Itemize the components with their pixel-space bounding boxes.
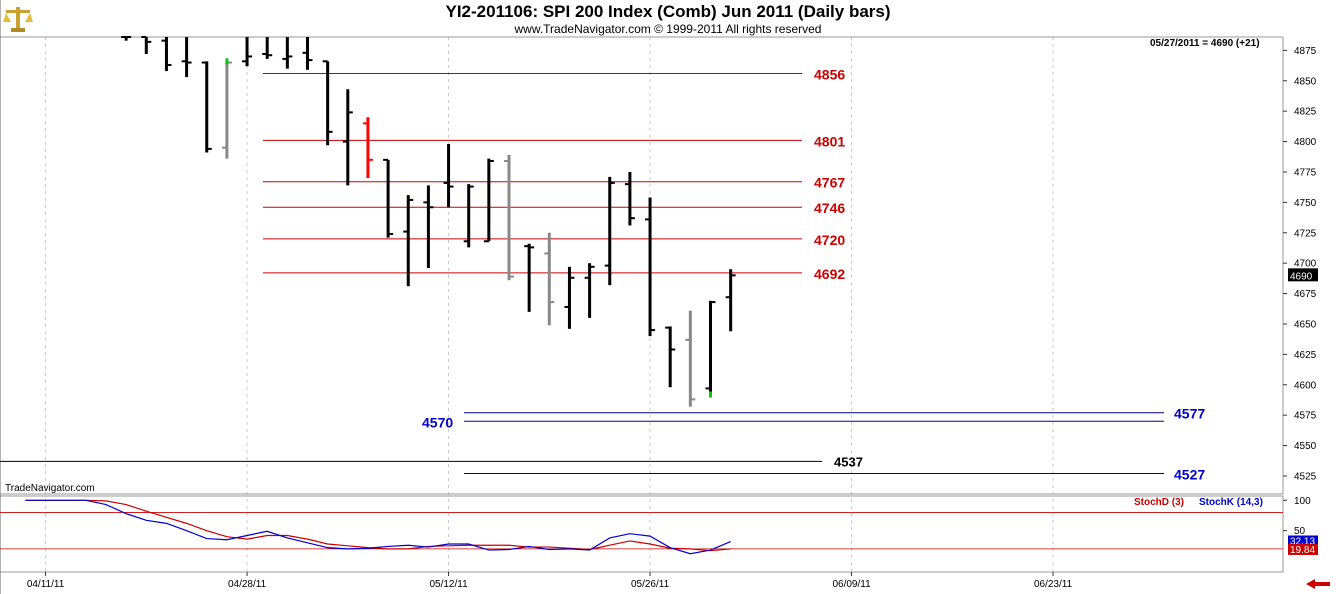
date-axis: 04/11/11 04/28/11 05/12/11 05/26/11 06/09/11… xyxy=(27,572,1073,590)
ohlc-bar xyxy=(282,37,293,69)
ohlc-bar xyxy=(564,266,575,329)
resistance-label: 4720 xyxy=(814,232,845,248)
y-tick-label: 4625 xyxy=(1294,350,1317,361)
ohlc-bar xyxy=(584,263,595,318)
y-tick-label: 4875 xyxy=(1294,46,1317,57)
support-label: 4570 xyxy=(422,414,453,430)
y-tick-label: 4750 xyxy=(1294,198,1317,209)
axes-frame xyxy=(0,0,1284,594)
y-tick-label: 4775 xyxy=(1294,167,1317,178)
x-tick-label: 05/26/11 xyxy=(631,579,670,590)
ohlc-bar xyxy=(665,326,676,388)
chart-title: YI2-201106: SPI 200 Index (Comb) Jun 201… xyxy=(445,2,891,21)
resistance-label: 4746 xyxy=(814,200,845,216)
stochk-line xyxy=(25,499,731,555)
black-level-label: 4537 xyxy=(834,454,863,469)
y-tick-label: 4650 xyxy=(1294,319,1317,330)
copyright-text: www.TradeNavigator.com © 1999-2011 All r… xyxy=(514,22,822,36)
y-tick-label: 4800 xyxy=(1294,137,1317,148)
ohlc-bar xyxy=(161,37,172,72)
support-label: 4527 xyxy=(1174,467,1205,483)
y-tick-label: 4575 xyxy=(1294,411,1317,422)
price-panel-frame xyxy=(0,36,1284,495)
ohlc-bar xyxy=(443,144,454,208)
stochd-value-flag xyxy=(1288,543,1318,555)
y-tick-label: 4525 xyxy=(1294,471,1317,482)
ohlc-bar xyxy=(544,232,555,326)
x-tick-label: 06/09/11 xyxy=(832,579,871,590)
scroll-left-icon[interactable] xyxy=(1306,579,1330,589)
ohlc-bar xyxy=(262,37,273,59)
stochk-value-label: 32.13 xyxy=(1290,536,1315,547)
green-marker xyxy=(709,391,712,398)
ohlc-bar xyxy=(383,158,394,238)
y-tick-label: 4675 xyxy=(1294,289,1317,300)
resistance-label: 4856 xyxy=(814,66,845,82)
y-tick-label: 4725 xyxy=(1294,228,1317,239)
ohlc-bar xyxy=(141,36,152,55)
ohlc-bar xyxy=(342,89,353,186)
stoch-y-tick-label: 100 xyxy=(1294,496,1311,507)
ohlc-bar xyxy=(403,195,414,287)
resistance-label: 4692 xyxy=(814,266,845,282)
x-tick-label: 06/23/11 xyxy=(1034,579,1073,590)
last-price-readout: 05/27/2011 = 4690 (+21) xyxy=(1150,38,1260,49)
y-tick-label: 4550 xyxy=(1294,441,1317,452)
stochd-value-label: 19.84 xyxy=(1290,545,1315,556)
ohlc-bar xyxy=(705,300,716,397)
ohlc-bar xyxy=(201,61,212,153)
ohlc-bar xyxy=(645,197,656,337)
y-tick-label: 4850 xyxy=(1294,76,1317,87)
support-label: 4577 xyxy=(1174,406,1205,422)
ohlc-bar xyxy=(362,117,373,179)
ohlc-bar xyxy=(604,176,615,286)
ohlc-bar xyxy=(302,37,313,70)
green-marker xyxy=(225,58,229,65)
y-tick-label: 4600 xyxy=(1294,380,1317,391)
ohlc-bar xyxy=(242,37,253,67)
watermark-text: TradeNavigator.com xyxy=(5,483,95,494)
resistance-label: 4801 xyxy=(814,133,845,149)
x-tick-label: 04/28/11 xyxy=(228,579,267,590)
x-tick-label: 05/12/11 xyxy=(429,579,468,590)
ohlc-bar xyxy=(181,37,192,78)
y-tick-label: 4700 xyxy=(1294,259,1317,270)
ohlc-bar xyxy=(685,310,696,407)
legend-stochd: StochD (3) xyxy=(1134,497,1184,508)
stoch-panel-frame xyxy=(0,495,1284,573)
scales-icon xyxy=(3,7,33,32)
price-levels: 4856 4801 4767 4746 4720 4692 4577 4570 4527 4537 xyxy=(0,66,1205,483)
ohlc-bar xyxy=(504,154,514,281)
ohlc-bar xyxy=(322,60,333,146)
ohlc-bar xyxy=(725,269,736,332)
ohlc-bar xyxy=(221,61,232,159)
ohlc-bar xyxy=(121,36,132,41)
stochd-line xyxy=(25,499,731,552)
y-tick-label: 4825 xyxy=(1294,107,1317,118)
legend-stochk: StochK (14,3) xyxy=(1199,497,1263,508)
resistance-label: 4767 xyxy=(814,175,845,191)
price-bars xyxy=(121,36,736,407)
ohlc-bar xyxy=(524,243,535,312)
ohlc-bar xyxy=(624,171,635,226)
ohlc-bar xyxy=(463,184,474,248)
stoch-y-tick-label: 50 xyxy=(1294,526,1306,537)
last-price-flag xyxy=(1288,268,1318,282)
ohlc-bar xyxy=(423,185,434,269)
price-axis: 4525 4550 4575 4600 4625 4650 4675 4700 4725 4750… xyxy=(1283,46,1318,482)
x-tick-label: 04/11/11 xyxy=(27,579,65,590)
ohlc-bar xyxy=(483,158,494,243)
last-price-label: 4690 xyxy=(1290,271,1313,282)
stochk-value-flag xyxy=(1288,535,1318,547)
